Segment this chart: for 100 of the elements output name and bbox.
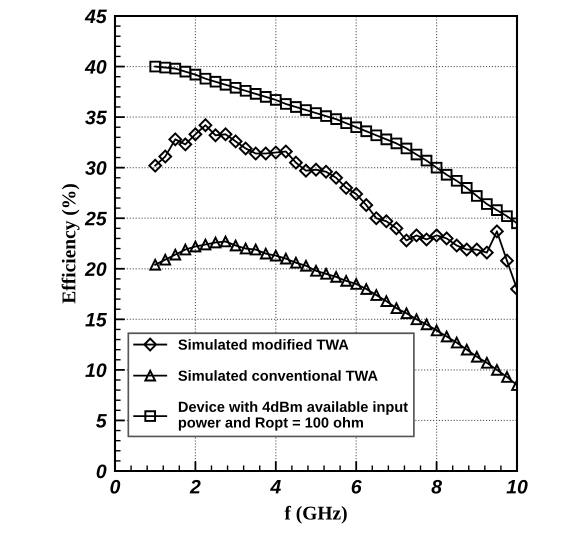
point [188,127,202,142]
point [490,224,504,238]
point [218,127,232,142]
point [278,144,293,158]
y-tick-label: 45 [84,10,107,24]
point [190,68,202,80]
y-tick-label: 25 [84,212,107,226]
point [178,138,192,152]
point [289,156,303,170]
point [359,198,374,212]
point [260,248,272,260]
point [258,146,273,160]
point [500,254,514,268]
point [410,313,422,326]
x-tick-label: 0 [110,480,120,494]
point [480,246,494,260]
point [270,250,282,262]
point [440,330,452,342]
point [200,238,212,250]
x-tick-label: 8 [431,480,442,494]
point [330,271,342,283]
point [330,113,342,125]
point [210,76,222,88]
point [430,324,442,336]
legend-label: Simulated conventional TWA [178,370,378,381]
point [349,187,364,201]
point [470,190,483,202]
point [250,88,262,100]
x-axis-title: f (GHz) [284,506,347,524]
point [250,244,262,256]
point [390,221,404,236]
point [340,117,352,130]
point [180,244,192,256]
x-tick-label: 10 [506,480,528,494]
point [319,164,333,179]
point [240,242,252,254]
point [380,295,392,307]
y-tick-label: 0 [96,464,106,478]
point [470,242,484,256]
point [220,78,232,91]
point [290,101,302,113]
point [238,142,253,156]
point [148,158,162,173]
point [370,289,382,301]
point [481,198,493,210]
point [400,234,414,248]
point [320,110,332,122]
point [450,238,464,252]
point [159,62,172,74]
point [149,60,162,72]
point [340,275,352,287]
y-tick-label: 5 [96,414,107,428]
point [310,107,322,119]
point [299,164,313,178]
x-tick-label: 6 [352,480,362,494]
point [329,170,343,185]
y-tick-label: 10 [85,363,106,378]
point [168,132,182,146]
point [450,174,463,187]
y-tick-label: 35 [85,110,107,124]
point [369,211,384,226]
point [400,142,412,154]
point [149,258,162,271]
point [501,371,513,383]
point [240,84,252,97]
point [208,128,222,142]
point [268,146,283,160]
point [410,148,422,160]
point [440,232,454,246]
point [379,214,394,228]
point [460,242,474,256]
point [260,91,272,103]
point [390,302,402,314]
point [310,264,322,277]
point [270,94,282,106]
point [420,318,432,330]
point [220,236,232,248]
point [481,356,493,369]
point [370,129,382,142]
y-tick-label: 20 [84,262,106,276]
point [420,232,434,246]
point [230,82,242,94]
point [159,254,172,266]
point [190,240,202,252]
point [450,336,463,348]
point [200,72,212,85]
point [158,150,172,164]
point [309,162,323,177]
point [430,228,444,242]
x-tick-label: 4 [270,480,281,494]
point [491,364,503,376]
point [169,62,182,74]
point [169,248,182,260]
point [410,228,424,242]
legend-label: Simulated modified TWA [178,339,348,350]
point [350,278,362,290]
point [228,134,242,148]
point [180,66,192,78]
point [440,168,452,181]
point [460,182,473,194]
